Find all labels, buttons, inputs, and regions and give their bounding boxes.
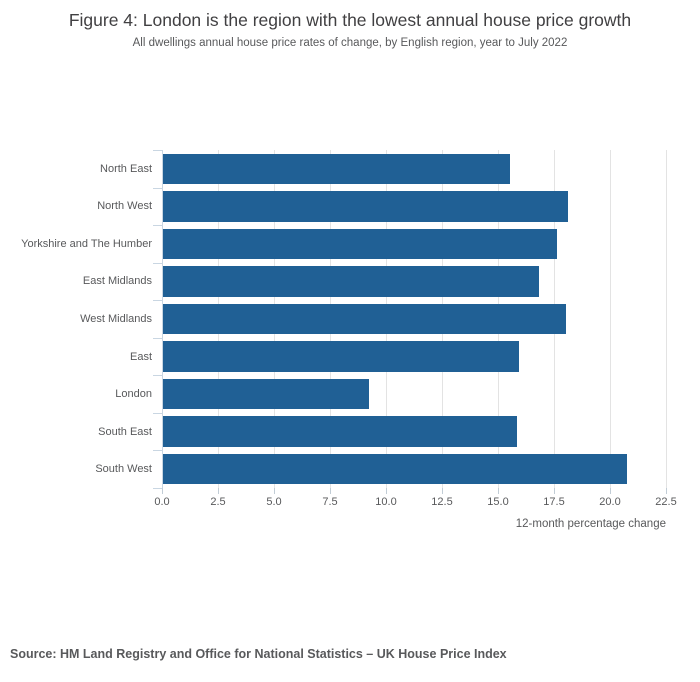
y-axis-label-east: East bbox=[129, 350, 152, 363]
x-axis-tick bbox=[665, 488, 667, 494]
x-axis-tick-label: 22.5 bbox=[655, 496, 677, 508]
bar-chart: 12-month percentage change North East Nor… bbox=[0, 150, 700, 550]
y-axis-label-east-midlands: East Midlands bbox=[82, 275, 152, 288]
plot-area bbox=[153, 150, 667, 489]
x-axis-tick bbox=[273, 488, 275, 494]
y-axis-tick bbox=[153, 150, 162, 151]
bar-east-midlands bbox=[163, 266, 540, 297]
x-axis-tick-label: 0.0 bbox=[154, 496, 170, 508]
x-axis-tick bbox=[553, 488, 555, 494]
bar-north-east bbox=[163, 153, 511, 185]
x-axis-tick-label: 10.0 bbox=[375, 496, 397, 508]
x-axis-tick bbox=[329, 488, 331, 494]
y-axis-tick bbox=[153, 300, 162, 302]
x-axis-tick-label: 2.5 bbox=[210, 496, 226, 508]
x-axis-tick bbox=[385, 488, 387, 494]
y-axis-label-north-west: North West bbox=[97, 200, 152, 213]
x-axis-tick bbox=[441, 488, 443, 494]
y-axis-tick bbox=[153, 225, 162, 227]
y-axis-tick bbox=[153, 337, 162, 339]
x-axis-tick-label: 15.0 bbox=[487, 496, 509, 508]
bar-east bbox=[163, 341, 520, 372]
y-axis-tick bbox=[153, 262, 162, 264]
gridline-20.0 bbox=[609, 150, 611, 488]
y-axis-tick bbox=[153, 375, 162, 377]
x-axis-tick bbox=[217, 488, 219, 494]
x-axis-title: 12-month percentage change bbox=[515, 518, 666, 530]
y-axis-label-yorkshire-and-the-humber: Yorkshire and The Humber bbox=[21, 237, 152, 250]
y-axis-label-london: London bbox=[115, 388, 152, 401]
bar-west-midlands bbox=[163, 303, 567, 335]
gridline-22.5 bbox=[665, 150, 667, 488]
y-axis-tick bbox=[153, 187, 162, 189]
y-axis-tick bbox=[153, 412, 162, 414]
bar-south-east bbox=[163, 416, 517, 447]
x-axis-tick-label: 20.0 bbox=[599, 496, 621, 508]
x-axis-tick bbox=[161, 488, 163, 494]
x-axis-tick-label: 5.0 bbox=[266, 496, 282, 508]
x-axis-tick-label: 12.5 bbox=[431, 496, 453, 508]
y-axis-label-west-midlands: West Midlands bbox=[80, 313, 152, 325]
x-axis-tick bbox=[609, 488, 611, 494]
y-axis-line bbox=[162, 150, 163, 488]
bar-south-west bbox=[163, 453, 627, 485]
bar-north-west bbox=[163, 191, 569, 222]
y-axis-label-south-west: South West bbox=[95, 463, 152, 476]
bar-yorkshire-and-the-humber bbox=[163, 228, 558, 260]
chart-subtitle: All dwellings annual house price rates o… bbox=[132, 37, 568, 49]
x-axis-tick-label: 17.5 bbox=[543, 496, 565, 508]
y-axis-label-south-east: South East bbox=[98, 425, 152, 438]
y-axis-tick bbox=[153, 488, 162, 489]
x-axis-tick bbox=[497, 488, 499, 494]
bar-london bbox=[163, 378, 370, 410]
y-axis-tick bbox=[153, 450, 162, 452]
chart-title: Figure 4: London is the region with the … bbox=[68, 10, 632, 30]
source-note: Source: HM Land Registry and Office for … bbox=[10, 647, 507, 661]
x-axis-tick-label: 7.5 bbox=[322, 496, 338, 508]
y-axis-label-north-east: North East bbox=[100, 162, 152, 175]
